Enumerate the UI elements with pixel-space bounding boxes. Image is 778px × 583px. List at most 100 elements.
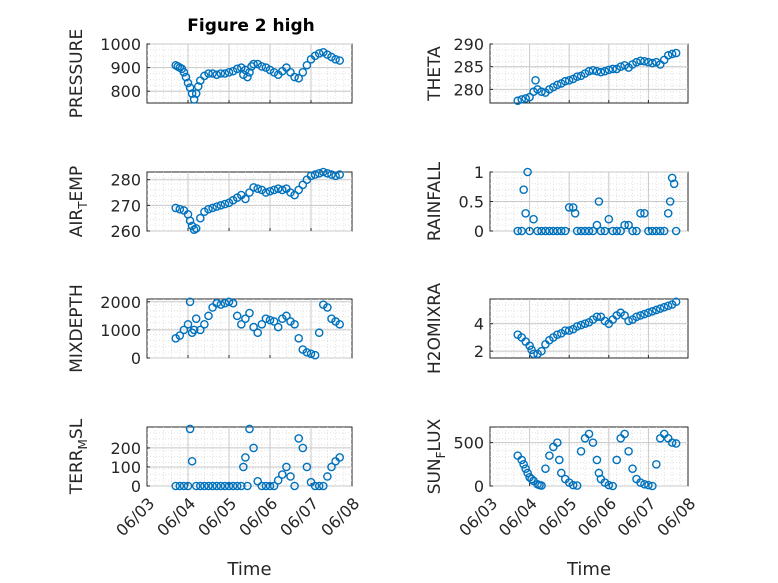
data-point	[537, 346, 546, 356]
data-point	[632, 57, 641, 67]
data-point	[200, 481, 209, 491]
data-point	[568, 480, 578, 490]
data-point	[624, 220, 633, 230]
data-point	[636, 56, 645, 66]
data-point	[564, 203, 574, 212]
data-point	[671, 439, 681, 448]
data-point	[537, 226, 546, 236]
data-point	[519, 460, 528, 469]
data-point	[608, 64, 618, 74]
data-point	[175, 204, 185, 214]
x-tick-label: 06/08	[317, 494, 363, 540]
data-point	[553, 226, 562, 236]
data-point	[277, 185, 287, 195]
data-point	[570, 208, 580, 218]
subplot-theta: 280 285 290 THETA	[425, 35, 689, 106]
data-point	[553, 80, 562, 90]
data-point	[513, 96, 523, 106]
data-point	[663, 301, 673, 311]
data-point	[290, 481, 299, 491]
data-point	[525, 226, 534, 236]
y-tick-label: 1000	[100, 35, 141, 54]
x-tick-label: 06/07	[276, 494, 322, 540]
data-point	[294, 185, 304, 195]
data-point	[243, 481, 252, 491]
data-point	[323, 472, 332, 481]
data-point	[648, 481, 657, 491]
data-point	[249, 183, 258, 192]
data-point	[239, 462, 248, 472]
subplot-pressure: 800 900 1000 PRESSURE	[67, 29, 353, 118]
data-point	[628, 226, 637, 236]
y-tick-label: 0	[474, 477, 484, 496]
data-point	[302, 348, 312, 357]
data-point	[648, 58, 657, 68]
data-point	[261, 188, 271, 197]
data-point	[592, 66, 602, 76]
data-point	[179, 68, 189, 77]
data-point	[175, 331, 185, 340]
data-point	[655, 226, 665, 236]
data-point	[269, 185, 279, 195]
data-point	[636, 478, 645, 487]
data-point	[290, 72, 299, 82]
data-point	[323, 303, 332, 312]
y-axis-label: TERRMSL	[67, 418, 90, 495]
data-point	[224, 68, 234, 77]
data-point	[580, 226, 590, 236]
data-point	[253, 184, 263, 193]
data-point	[298, 68, 308, 77]
data-point	[604, 65, 614, 75]
data-point	[620, 311, 629, 320]
data-point	[187, 456, 197, 466]
data-point	[204, 481, 213, 491]
subplot-h2omixra: 2 4 H2OMIXRA	[425, 283, 689, 374]
data-point	[555, 455, 564, 465]
data-point	[665, 197, 675, 206]
data-point	[648, 226, 657, 236]
x-tick-label: 06/07	[614, 494, 660, 540]
data-point	[236, 319, 246, 329]
data-point	[179, 325, 189, 335]
y-axis-label: SUNFLUX	[425, 418, 448, 494]
y-axis-label: THETA	[425, 46, 445, 102]
data-point	[212, 202, 221, 211]
data-point	[521, 208, 530, 218]
data-point	[576, 226, 586, 236]
data-point	[241, 314, 250, 323]
data-point	[604, 214, 614, 224]
data-point	[327, 462, 336, 472]
data-point	[584, 429, 594, 439]
data-point	[523, 468, 532, 478]
data-point	[519, 185, 528, 194]
data-point	[608, 481, 618, 491]
data-point	[644, 480, 653, 490]
data-point	[175, 481, 185, 491]
data-point	[564, 76, 574, 85]
data-point	[549, 226, 558, 236]
data-point	[596, 67, 606, 77]
data-point	[318, 167, 328, 177]
y-axis-label: AIRTEMP	[67, 166, 90, 237]
data-point	[620, 220, 629, 230]
data-point	[183, 319, 193, 329]
data-point	[257, 62, 267, 71]
y-axis-label: PRESSURE	[67, 29, 87, 118]
data-point	[208, 203, 217, 213]
data-point	[327, 170, 336, 179]
data-point	[592, 455, 602, 465]
y-tick-label: 1000	[100, 321, 141, 340]
data-point	[648, 307, 657, 316]
x-tick-label: 06/06	[574, 494, 620, 540]
data-point	[588, 66, 598, 75]
data-point	[652, 305, 661, 315]
data-point	[191, 314, 201, 323]
x-tick-label: 06/08	[653, 494, 699, 540]
data-point	[314, 49, 324, 58]
y-tick-label: 800	[110, 82, 141, 101]
data-point	[624, 446, 633, 456]
data-point	[588, 438, 598, 447]
data-point	[241, 453, 250, 462]
data-point	[208, 481, 217, 491]
